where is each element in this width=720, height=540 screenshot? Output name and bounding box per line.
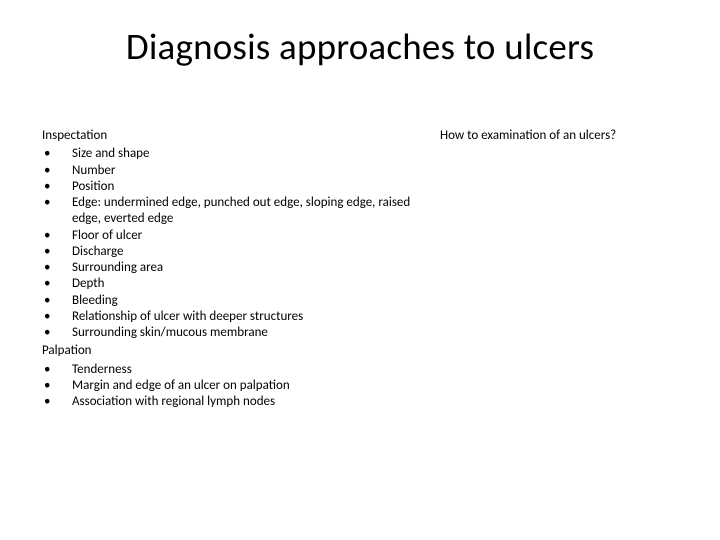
right-heading: How to examination of an ulcers? <box>440 128 690 144</box>
list-item: Depth <box>42 276 412 292</box>
list-item: Margin and edge of an ulcer on palpation <box>42 378 412 394</box>
list-item: Tenderness <box>42 362 412 378</box>
list-item: Relationship of ulcer with deeper struct… <box>42 309 412 325</box>
inspection-heading: Inspectation <box>42 128 412 144</box>
list-item: Bleeding <box>42 293 412 309</box>
list-item: Floor of ulcer <box>42 228 412 244</box>
left-column: Inspectation Size and shape Number Posit… <box>42 128 412 412</box>
list-item: Discharge <box>42 244 412 260</box>
palpation-list: Tenderness Margin and edge of an ulcer o… <box>42 362 412 411</box>
right-column: How to examination of an ulcers? <box>412 128 690 412</box>
slide-body: Inspectation Size and shape Number Posit… <box>42 128 690 412</box>
list-item: Number <box>42 163 412 179</box>
slide-title: Diagnosis approaches to ulcers <box>0 24 720 69</box>
list-item: Surrounding skin/mucous membrane <box>42 325 412 341</box>
list-item: Association with regional lymph nodes <box>42 394 412 410</box>
slide: Diagnosis approaches to ulcers Inspectat… <box>0 0 720 540</box>
list-item: Size and shape <box>42 146 412 162</box>
palpation-heading: Palpation <box>42 343 412 359</box>
list-item: Edge: undermined edge, punched out edge,… <box>42 195 412 228</box>
list-item: Position <box>42 179 412 195</box>
list-item: Surrounding area <box>42 260 412 276</box>
inspection-list: Size and shape Number Position Edge: und… <box>42 146 412 341</box>
